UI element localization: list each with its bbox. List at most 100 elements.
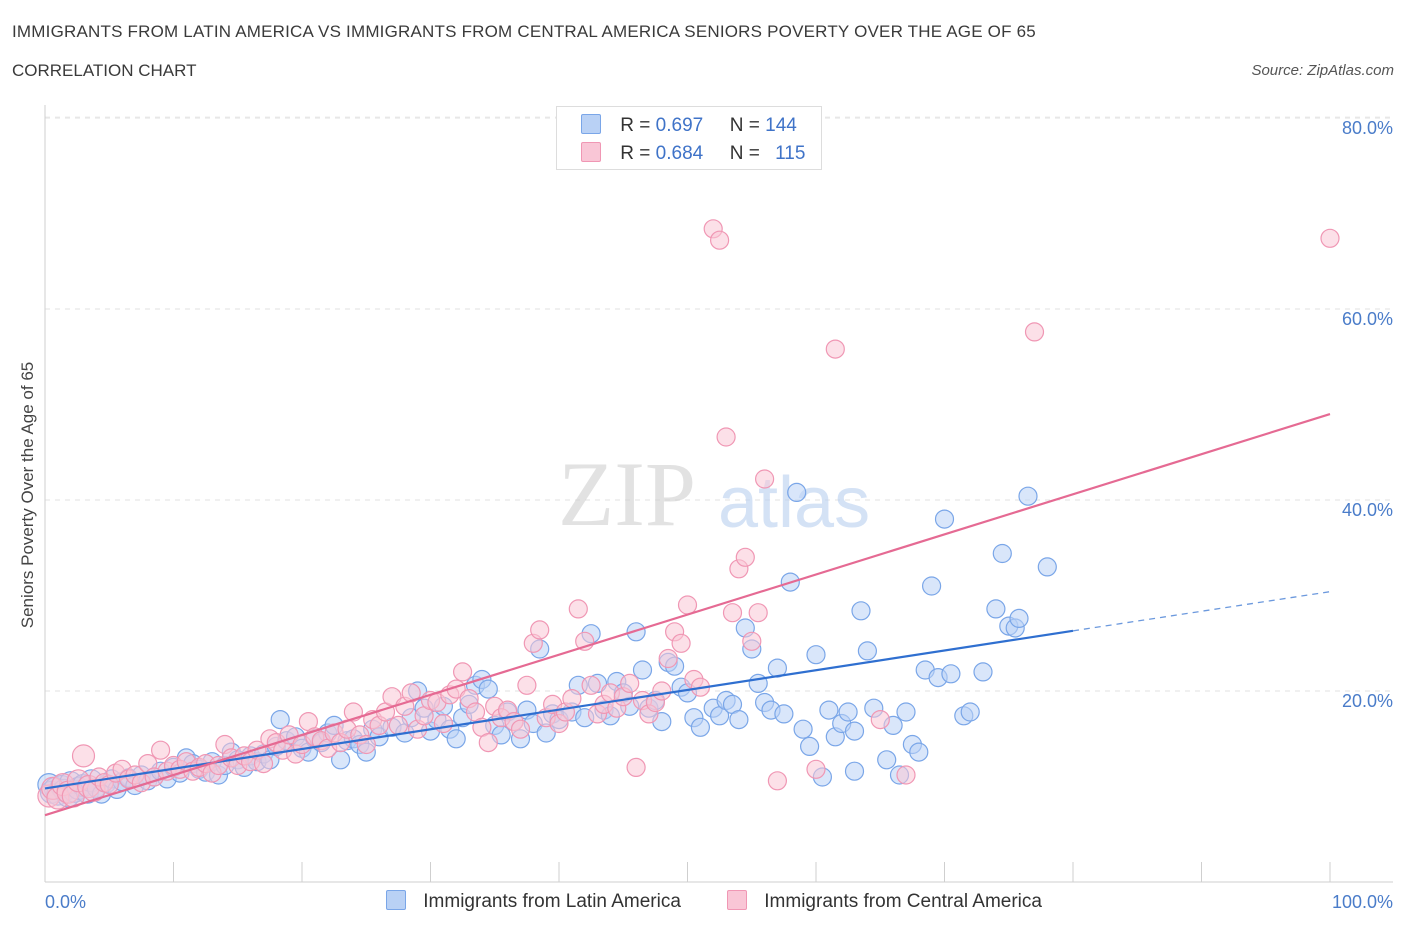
legend-swatch-pink	[581, 142, 601, 162]
axes	[44, 105, 1393, 883]
bottom-legend-central-america: Immigrants from Central America	[727, 890, 1042, 913]
point-central-america	[870, 709, 890, 730]
watermark-atlas-text: atlas	[718, 463, 870, 543]
point-latin-america	[896, 702, 916, 722]
point-central-america	[530, 620, 550, 640]
y-tick-labels: 20.0% 40.0% 60.0% 80.0%	[1342, 118, 1393, 711]
trend-line-central-america	[44, 412, 1331, 817]
point-latin-america	[1009, 608, 1029, 629]
point-central-america	[151, 740, 171, 760]
point-central-america	[716, 427, 736, 447]
watermark-zip-text: ZIP	[558, 443, 696, 545]
point-central-america	[620, 673, 640, 694]
point-latin-america	[844, 721, 865, 741]
legend-r-value: 0.697	[655, 115, 704, 136]
watermark: ZIP atlas	[558, 443, 870, 545]
chart-title: IMMIGRANTS FROM LATIN AMERICA VS IMMIGRA…	[12, 22, 1036, 41]
legend-row-central-america: R = 0.684 N = 115	[581, 142, 805, 164]
point-latin-america	[793, 719, 813, 739]
legend-n-label: N =	[729, 143, 766, 164]
point-latin-america	[877, 750, 897, 770]
point-latin-america	[986, 599, 1006, 619]
point-central-america	[626, 757, 646, 778]
legend-n-value: 144	[765, 115, 797, 136]
legend-n-label: N =	[729, 115, 766, 136]
x-tick-label-0: 0.0%	[45, 892, 86, 912]
point-latin-america	[1037, 557, 1057, 577]
y-tick-label: 40.0%	[1342, 500, 1393, 520]
point-central-america	[806, 759, 826, 779]
point-latin-america	[729, 709, 749, 730]
point-latin-america	[799, 736, 820, 757]
point-central-america	[825, 339, 845, 359]
point-central-america	[253, 753, 274, 774]
point-latin-america	[626, 622, 646, 642]
point-latin-america	[857, 641, 878, 661]
legend-r-value: 0.684	[655, 143, 704, 164]
legend-r-label: R =	[620, 143, 656, 164]
point-central-america	[658, 648, 678, 669]
y-tick-label: 20.0%	[1342, 691, 1393, 711]
bottom-legend-swatch-pink	[727, 890, 747, 910]
legend-r-label: R =	[620, 115, 656, 136]
point-central-america	[478, 732, 498, 753]
point-latin-america	[838, 702, 858, 722]
point-central-america	[767, 771, 788, 791]
y-axis-label: Seniors Poverty Over the Age of 65	[18, 362, 37, 628]
point-latin-america	[632, 660, 653, 680]
point-central-america	[748, 603, 768, 623]
legend-swatch-blue	[581, 114, 601, 134]
point-central-america	[896, 765, 916, 785]
point-latin-america	[1018, 486, 1038, 506]
point-latin-america	[909, 742, 929, 762]
point-central-america	[671, 633, 691, 653]
legend-row-latin-america: R = 0.697 N = 144	[581, 114, 797, 136]
point-latin-america	[921, 576, 942, 596]
point-latin-america	[787, 482, 807, 502]
bottom-legend-latin-america: Immigrants from Latin America	[386, 890, 681, 913]
bottom-legend-swatch-blue	[386, 890, 406, 910]
chart-subtitle: CORRELATION CHART	[12, 61, 197, 80]
point-latin-america	[270, 709, 290, 730]
point-latin-america	[819, 700, 839, 720]
point-central-america	[568, 599, 588, 619]
point-central-america	[677, 595, 698, 615]
point-central-america	[1024, 322, 1045, 342]
y-tick-label: 60.0%	[1342, 309, 1393, 329]
point-latin-america	[806, 645, 826, 665]
point-central-america	[709, 230, 730, 250]
trend-line-latin-america-extension	[1072, 591, 1331, 632]
point-central-america	[71, 744, 96, 768]
point-central-america	[652, 681, 672, 701]
point-latin-america	[446, 729, 466, 749]
point-central-america	[388, 715, 408, 736]
point-latin-america	[992, 543, 1012, 564]
point-central-america	[453, 662, 473, 682]
point-latin-america	[941, 664, 961, 684]
point-latin-america	[690, 717, 711, 737]
point-central-america	[742, 631, 762, 651]
point-latin-america	[478, 679, 498, 699]
point-latin-america	[960, 702, 980, 722]
point-central-america	[1320, 228, 1340, 248]
point-latin-america	[851, 601, 871, 621]
point-latin-america	[973, 662, 993, 682]
point-central-america	[517, 675, 537, 695]
point-central-america	[735, 547, 755, 567]
point-latin-america	[844, 761, 865, 781]
y-tick-label: 80.0%	[1342, 118, 1393, 138]
point-latin-america	[934, 509, 955, 529]
point-latin-america	[774, 704, 794, 724]
point-central-america	[562, 688, 582, 709]
trend-lines	[44, 412, 1331, 817]
chart-source: Source: ZipAtlas.com	[1251, 62, 1394, 79]
stats-legend: R = 0.697 N = 144 R = 0.684 N = 115	[556, 106, 822, 170]
point-central-america	[510, 719, 531, 739]
x-tick-label-100: 100.0%	[1332, 892, 1393, 912]
point-central-america	[754, 469, 775, 489]
bottom-legend-label: Immigrants from Latin America	[423, 891, 681, 912]
point-central-america	[433, 713, 453, 734]
series-central-america-points	[37, 219, 1340, 810]
